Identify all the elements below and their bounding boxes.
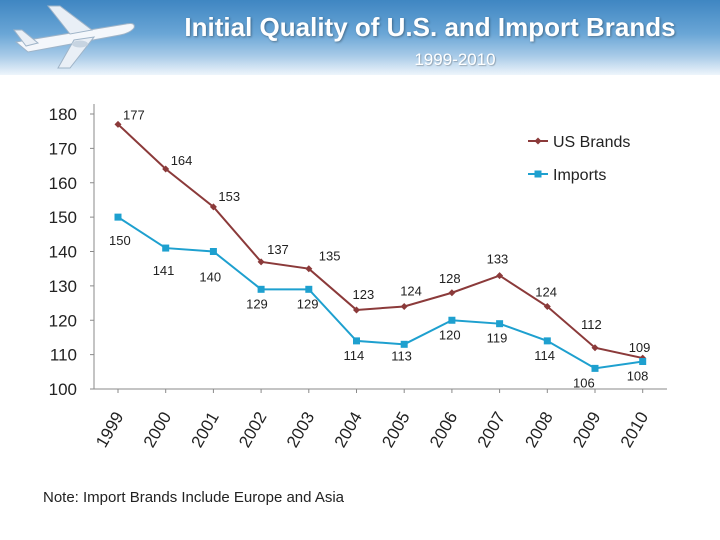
us-brands-data-point — [257, 258, 265, 266]
us-brands-data-label: 128 — [439, 271, 461, 286]
us-brands-data-label: 153 — [218, 189, 240, 204]
x-tick-label: 2005 — [378, 409, 413, 451]
imports-data-point — [448, 316, 456, 324]
title-banner: Initial Quality of U.S. and Import Brand… — [0, 0, 720, 75]
imports-data-label: 114 — [344, 348, 365, 363]
page-title: Initial Quality of U.S. and Import Brand… — [184, 12, 676, 42]
x-tick-label: 2008 — [521, 409, 556, 451]
us-brands-data-label: 123 — [353, 287, 375, 302]
imports-data-label: 119 — [487, 331, 508, 346]
imports-data-label: 113 — [391, 348, 412, 363]
us-brands-data-point — [353, 306, 360, 314]
imports-data-label: 140 — [199, 270, 221, 285]
x-tick-label: 2009 — [569, 409, 604, 451]
us-brands-data-point — [496, 272, 504, 280]
x-tick-label: 2001 — [187, 409, 222, 451]
x-tick-label: 2003 — [283, 409, 318, 451]
y-tick-label: 160 — [49, 174, 77, 193]
y-tick-label: 140 — [49, 243, 77, 262]
us-brands-data-point — [209, 203, 217, 211]
us-brands-data-point — [591, 344, 599, 352]
y-tick-label: 130 — [49, 277, 77, 296]
y-tick-label: 150 — [49, 208, 77, 227]
imports-data-point — [209, 248, 217, 255]
us-brands-data-label: 124 — [400, 284, 422, 299]
x-tick-label: 2007 — [474, 408, 509, 450]
imports-data-point — [496, 320, 504, 328]
us-brands-data-point — [114, 120, 122, 128]
imports-series-line — [117, 216, 643, 370]
airplane-icon — [13, 5, 135, 69]
imports-data-point — [257, 285, 265, 293]
us-brands-data-point — [448, 289, 456, 297]
us-brands-data-point — [543, 303, 551, 310]
imports-data-point — [591, 364, 599, 372]
us-brands-data-label: 137 — [267, 242, 289, 257]
x-tick-label: 1999 — [92, 409, 127, 451]
y-tick-label: 120 — [49, 311, 77, 330]
x-tick-label: 2002 — [235, 409, 270, 451]
legend-us-brands-label: US Brands — [553, 134, 630, 151]
imports-data-label: 114 — [534, 348, 555, 363]
imports-data-label: 108 — [627, 369, 649, 384]
imports-data-label: 150 — [109, 233, 131, 248]
imports-data-point — [114, 213, 122, 221]
us-brands-data-label: 112 — [581, 317, 602, 332]
legend-imports-label: Imports — [553, 167, 606, 184]
y-tick-label: 180 — [49, 105, 77, 124]
imports-data-label: 129 — [297, 296, 319, 311]
x-tick-label: 2010 — [617, 409, 652, 451]
x-tick-label: 2000 — [140, 409, 175, 451]
imports-data-point — [400, 340, 408, 348]
x-tick-label: 2006 — [426, 409, 461, 451]
page-subtitle: 1999-2010 — [414, 50, 496, 69]
legend-imports-marker — [534, 170, 542, 178]
us-brands-data-label: 164 — [171, 153, 193, 168]
y-tick-label: 110 — [50, 346, 77, 365]
us-brands-data-label: 109 — [629, 340, 651, 355]
y-tick-label: 170 — [49, 139, 77, 158]
imports-data-point — [305, 285, 313, 293]
imports-data-point — [543, 337, 551, 345]
us-brands-series-line — [117, 123, 643, 360]
footnote: Note: Import Brands Include Europe and A… — [43, 489, 345, 506]
us-brands-data-point — [400, 303, 408, 310]
us-brands-data-label: 133 — [487, 252, 509, 267]
imports-data-point — [353, 337, 360, 345]
legend-us-brands-marker — [534, 137, 542, 145]
us-brands-data-point — [305, 265, 313, 273]
us-brands-data-point — [162, 165, 170, 173]
imports-data-label: 129 — [246, 296, 268, 311]
imports-data-label: 106 — [573, 375, 595, 390]
imports-data-point — [639, 358, 647, 365]
imports-data-point — [162, 244, 170, 252]
us-brands-data-label: 177 — [123, 107, 145, 122]
x-tick-label: 2004 — [331, 409, 366, 451]
us-brands-data-label: 135 — [319, 249, 341, 264]
us-brands-data-label: 124 — [535, 285, 557, 300]
imports-data-label: 141 — [153, 263, 175, 278]
imports-data-label: 120 — [439, 327, 461, 342]
y-tick-label: 100 — [49, 380, 77, 399]
